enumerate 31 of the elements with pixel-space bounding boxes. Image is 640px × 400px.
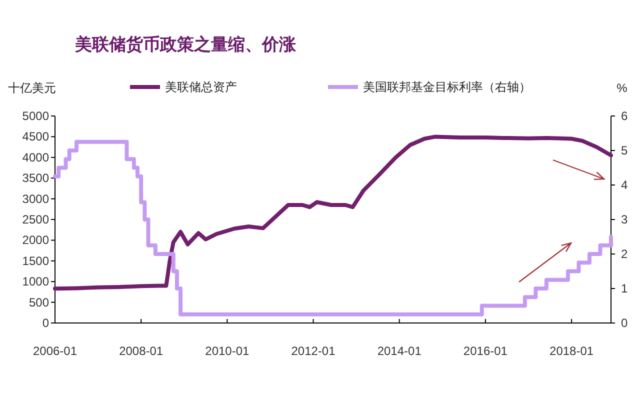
x-tick-label: 2006-01: [32, 344, 78, 358]
line-series: [53, 134, 613, 291]
legend-label: 美国联邦基金目标利率（右轴）: [363, 80, 531, 94]
y2-tick-label: 2: [621, 247, 628, 261]
y2-tick-label: 0: [621, 316, 628, 330]
y2-axis-title: %: [616, 81, 628, 95]
legend-label: 美联储总资产: [165, 80, 237, 94]
y-tick-label: 0: [42, 316, 50, 330]
y-tick-label: 2500: [22, 212, 50, 226]
y-tick-label: 1000: [22, 274, 50, 289]
y-tick-label: 3500: [22, 171, 50, 186]
y-tick-label: 500: [28, 295, 50, 310]
y-axis-title: 十亿美元: [8, 81, 56, 95]
y2-tick-label: 6: [621, 109, 628, 123]
y2-tick-label: 4: [621, 178, 628, 192]
x-tick-label: 2018-01: [550, 344, 594, 358]
y-tick-label: 1500: [22, 254, 50, 268]
y-tick-label: 2000: [22, 233, 50, 248]
x-tick-label: 2012-01: [291, 344, 336, 358]
x-tick-label: 2008-01: [119, 344, 164, 358]
y2-tick-label: 1: [621, 282, 628, 296]
y-tick-label: 5000: [22, 109, 50, 123]
y2-tick-label: 5: [621, 144, 628, 158]
x-tick-label: 2014-01: [377, 344, 422, 358]
y-tick-label: 4000: [22, 150, 50, 164]
y-tick-label: 4500: [22, 130, 50, 144]
chart-title: 美联储货币政策之量缩、价涨: [74, 35, 297, 54]
y2-tick-label: 3: [621, 212, 628, 226]
x-tick-label: 2010-01: [205, 344, 250, 358]
y-tick-label: 3000: [22, 192, 50, 206]
x-tick-label: 2016-01: [463, 344, 508, 358]
